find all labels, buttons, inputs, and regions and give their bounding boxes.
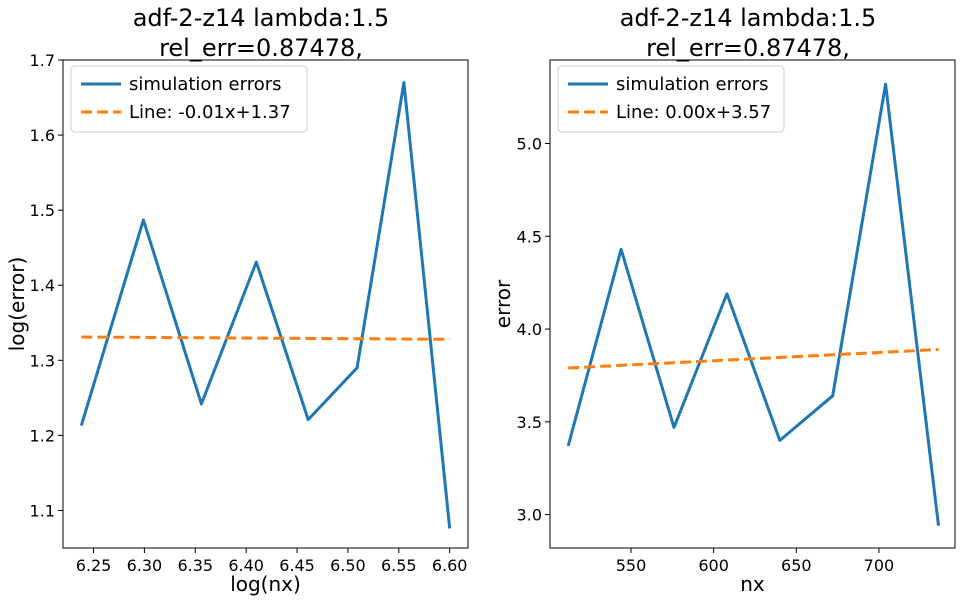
x-tick-label: 650 bbox=[781, 556, 812, 575]
series-line-fit-line bbox=[81, 335, 450, 341]
x-tick-label: 6.60 bbox=[432, 556, 468, 575]
x-tick-label: 6.35 bbox=[177, 556, 213, 575]
plot-frame bbox=[62, 59, 469, 549]
series-line-simulation-errors bbox=[79, 81, 452, 529]
x-tick-label: 6.30 bbox=[127, 556, 163, 575]
plot-frame bbox=[549, 59, 956, 549]
x-tick-label: 6.55 bbox=[381, 556, 417, 575]
legend-label: Line: -0.01x+1.37 bbox=[129, 102, 291, 123]
legend-box bbox=[557, 65, 785, 133]
legend-box bbox=[70, 65, 308, 133]
x-tick-label: 6.40 bbox=[228, 556, 264, 575]
y-tick-label: 5.0 bbox=[517, 134, 542, 153]
x-tick-label: 700 bbox=[864, 556, 895, 575]
x-tick-label: 6.50 bbox=[330, 556, 366, 575]
chart-title-line: rel_err=0.87478, bbox=[159, 34, 363, 62]
series-line-fit-line bbox=[568, 348, 939, 370]
y-tick-label: 1.5 bbox=[30, 201, 55, 220]
chart-title-line: adf-2-z14 lambda:1.5 bbox=[133, 4, 390, 32]
y-tick-label: 3.0 bbox=[517, 506, 542, 525]
y-tick-label: 1.1 bbox=[30, 501, 55, 520]
y-tick-label: 4.0 bbox=[517, 320, 542, 339]
y-tick-label: 1.3 bbox=[30, 351, 55, 370]
y-tick-label: 1.2 bbox=[30, 426, 55, 445]
x-axis-label: log(nx) bbox=[230, 572, 301, 596]
legend-label: simulation errors bbox=[616, 74, 769, 95]
x-axis-label: nx bbox=[740, 572, 765, 596]
y-axis-label: log(error) bbox=[5, 257, 29, 352]
y-tick-label: 1.4 bbox=[30, 276, 55, 295]
x-tick-label: 550 bbox=[616, 556, 647, 575]
series-line-simulation-errors bbox=[566, 82, 940, 526]
legend-label: simulation errors bbox=[129, 74, 282, 95]
y-axis-label: error bbox=[491, 279, 515, 328]
y-tick-label: 1.6 bbox=[30, 126, 55, 145]
x-tick-label: 600 bbox=[698, 556, 729, 575]
chart-title-line: rel_err=0.87478, bbox=[646, 34, 850, 62]
y-tick-label: 1.7 bbox=[30, 51, 55, 70]
chart-title-line: adf-2-z14 lambda:1.5 bbox=[620, 4, 877, 32]
x-tick-label: 6.25 bbox=[76, 556, 112, 575]
x-tick-label: 6.45 bbox=[279, 556, 315, 575]
legend-label: Line: 0.00x+3.57 bbox=[616, 102, 771, 123]
y-tick-label: 4.5 bbox=[517, 227, 542, 246]
y-tick-label: 3.5 bbox=[517, 413, 542, 432]
